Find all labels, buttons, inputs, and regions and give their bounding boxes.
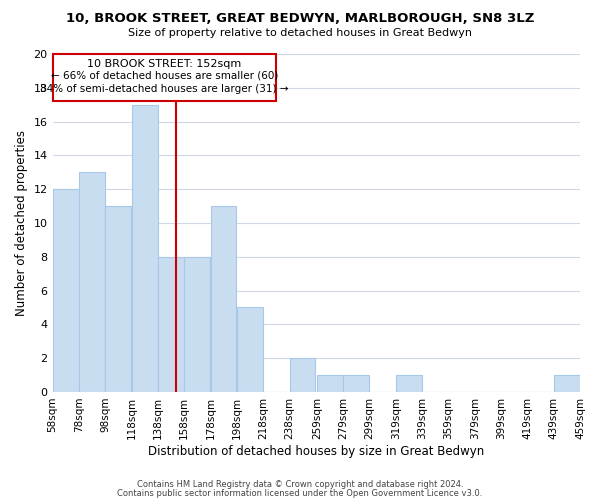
Bar	[79, 172, 105, 392]
Bar	[211, 206, 236, 392]
Bar	[396, 375, 422, 392]
X-axis label: Distribution of detached houses by size in Great Bedwyn: Distribution of detached houses by size …	[148, 444, 484, 458]
Bar	[106, 206, 131, 392]
Bar	[184, 257, 210, 392]
Text: Size of property relative to detached houses in Great Bedwyn: Size of property relative to detached ho…	[128, 28, 472, 38]
Text: 10, BROOK STREET, GREAT BEDWYN, MARLBOROUGH, SN8 3LZ: 10, BROOK STREET, GREAT BEDWYN, MARLBORO…	[66, 12, 534, 26]
Bar	[131, 104, 158, 392]
Text: ← 66% of detached houses are smaller (60): ← 66% of detached houses are smaller (60…	[50, 71, 278, 81]
Bar	[554, 375, 580, 392]
Text: 34% of semi-detached houses are larger (31) →: 34% of semi-detached houses are larger (…	[40, 84, 289, 94]
Text: Contains HM Land Registry data © Crown copyright and database right 2024.: Contains HM Land Registry data © Crown c…	[137, 480, 463, 489]
Bar	[53, 189, 79, 392]
Bar	[317, 375, 343, 392]
Text: 10 BROOK STREET: 152sqm: 10 BROOK STREET: 152sqm	[87, 59, 241, 69]
Y-axis label: Number of detached properties: Number of detached properties	[15, 130, 28, 316]
Bar	[343, 375, 370, 392]
Text: Contains public sector information licensed under the Open Government Licence v3: Contains public sector information licen…	[118, 488, 482, 498]
Bar	[290, 358, 316, 392]
Bar	[237, 308, 263, 392]
FancyBboxPatch shape	[53, 54, 276, 102]
Bar	[158, 257, 184, 392]
